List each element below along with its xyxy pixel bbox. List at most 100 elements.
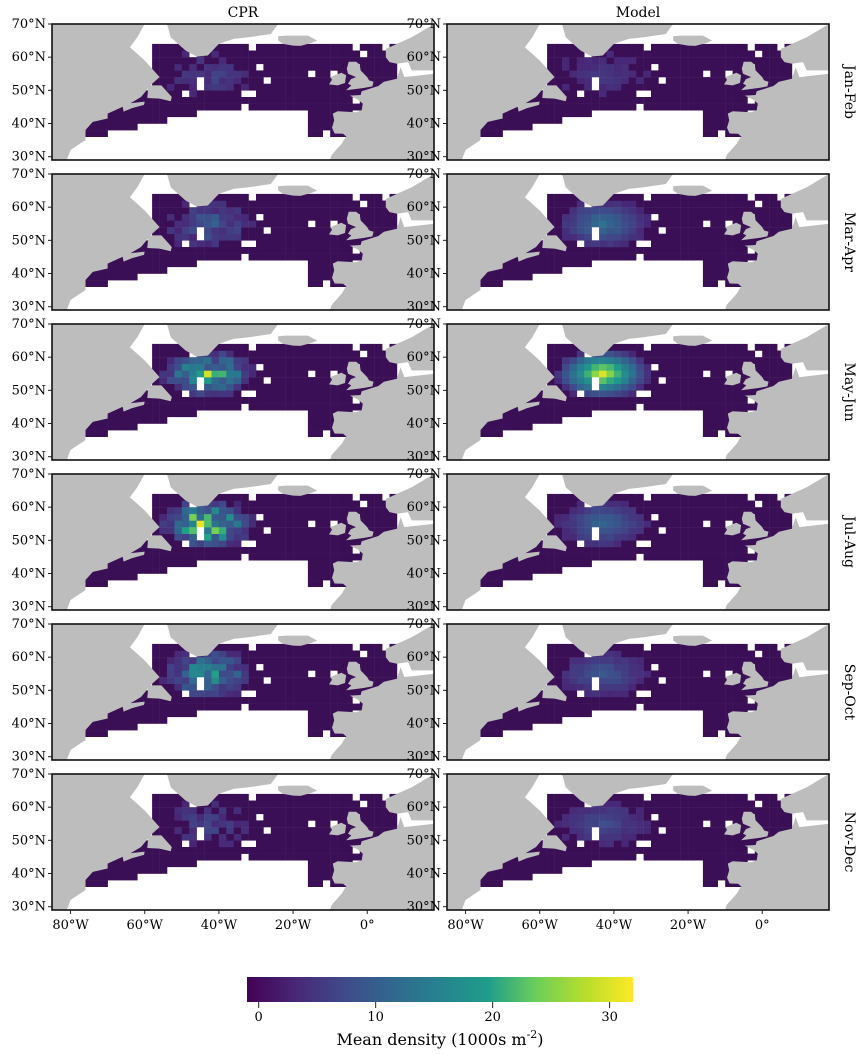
- panel-cpr-sep-oct: 30°N 40°N 50°N 60°N 70°N: [12, 617, 435, 765]
- colorbar: 0 10 20 30 Mean density (1000s m-2): [247, 977, 633, 1049]
- land-mass: [329, 222, 347, 236]
- land-mass: [330, 217, 434, 310]
- lat-tick-label: 50°N: [12, 383, 46, 398]
- lat-tick-label: 60°N: [407, 500, 441, 515]
- row-label-sep-oct: Sep-Oct: [841, 664, 856, 721]
- land-mass: [517, 701, 540, 712]
- land-mass: [780, 174, 829, 221]
- land-mass: [52, 324, 160, 460]
- land-mass: [673, 635, 713, 646]
- land-mass: [385, 174, 434, 221]
- land-mass: [517, 401, 540, 412]
- lat-tick-label: 70°N: [12, 467, 46, 482]
- land-mass: [346, 661, 374, 691]
- lat-tick-label: 40°N: [407, 117, 441, 132]
- lat-tick-label: 60°N: [407, 650, 441, 665]
- lat-tick-label: 40°N: [12, 717, 46, 732]
- longitude-axis: 80°W 60°W 40°W 20°W 0° 80°W 60°W 40°W 20°W 0°: [52, 910, 770, 933]
- land-mass: [741, 211, 769, 241]
- land-mass: [52, 174, 160, 310]
- lat-tick-label: 60°N: [12, 200, 46, 215]
- lat-tick-label: 30°N: [12, 600, 46, 615]
- land-mass: [52, 624, 160, 760]
- land-mass: [52, 174, 115, 194]
- land-mass: [329, 672, 347, 686]
- land-mass: [517, 101, 540, 112]
- row-label-jan-feb: Jan-Feb: [841, 63, 856, 119]
- land-mass: [447, 774, 510, 794]
- land-mass: [725, 817, 829, 910]
- land-mass: [724, 672, 742, 686]
- land-mass: [542, 235, 567, 252]
- lat-tick-label: 70°N: [407, 617, 441, 632]
- land-mass: [780, 324, 829, 371]
- land-mass: [147, 835, 172, 852]
- land-mass: [167, 774, 279, 807]
- land-mass: [447, 324, 510, 344]
- lat-tick-label: 60°N: [12, 350, 46, 365]
- land-mass: [447, 624, 555, 760]
- lat-tick-label: 30°N: [407, 450, 441, 465]
- land-mass: [385, 624, 434, 671]
- land-mass: [52, 474, 115, 494]
- land-mass: [517, 851, 540, 862]
- land-mass: [147, 535, 172, 552]
- column-title-model: Model: [616, 5, 661, 21]
- land-mass: [780, 624, 829, 671]
- land-mass: [278, 785, 318, 796]
- lon-tick-label: 60°W: [127, 918, 164, 933]
- land-mass: [562, 474, 674, 507]
- land-mass: [329, 72, 347, 86]
- land-mass: [167, 624, 279, 657]
- land-mass: [542, 835, 567, 852]
- lon-tick-label: 20°W: [275, 918, 312, 933]
- lat-tick-label: 50°N: [407, 833, 441, 848]
- land-mass: [725, 217, 829, 310]
- lat-tick-label: 70°N: [12, 317, 46, 332]
- panel-frame: [51, 23, 435, 161]
- land-mass: [330, 817, 434, 910]
- land-mass: [447, 624, 510, 644]
- land-mass: [346, 61, 374, 91]
- land-mass: [724, 372, 742, 386]
- land-mass: [385, 324, 434, 371]
- colorbar-tick-label: 20: [484, 1010, 501, 1025]
- land-mass: [147, 85, 172, 102]
- lat-tick-label: 50°N: [12, 533, 46, 548]
- land-mass: [741, 661, 769, 691]
- land-mass: [122, 401, 145, 412]
- panel-model-jan-feb: 30°N 40°N 50°N 60°N 70°N: [407, 17, 830, 165]
- panel-frame: [446, 173, 830, 311]
- land-mass: [330, 667, 434, 760]
- row-label-may-jun: May-Jun: [841, 363, 856, 422]
- land-mass: [673, 785, 713, 796]
- land-mass: [278, 335, 318, 346]
- lat-tick-label: 30°N: [12, 450, 46, 465]
- land-mass: [741, 361, 769, 391]
- land-mass: [52, 624, 115, 644]
- land-mass: [447, 24, 555, 160]
- land-mass: [447, 474, 510, 494]
- land-mass: [725, 367, 829, 460]
- lat-tick-label: 50°N: [12, 683, 46, 698]
- land-mass: [122, 101, 145, 112]
- land-mass: [330, 517, 434, 610]
- row-label-jul-aug: Jul-Aug: [841, 514, 856, 568]
- lon-tick-label: 0°: [360, 918, 375, 933]
- land-mass: [562, 24, 674, 57]
- land-mass: [385, 24, 434, 71]
- land-mass: [330, 67, 434, 160]
- lat-tick-label: 50°N: [12, 233, 46, 248]
- lon-tick-label: 0°: [755, 918, 770, 933]
- land-mass: [780, 24, 829, 71]
- land-mass: [724, 822, 742, 836]
- land-mass: [447, 24, 510, 44]
- colorbar-tick-label: 30: [601, 1010, 618, 1025]
- panel-frame: [446, 323, 830, 461]
- lat-tick-label: 70°N: [12, 767, 46, 782]
- panel-cpr-mar-apr: 30°N 40°N 50°N 60°N 70°N: [12, 167, 435, 315]
- land-mass: [447, 774, 555, 910]
- land-mass: [780, 774, 829, 821]
- lat-tick-label: 60°N: [407, 800, 441, 815]
- panel-frame: [51, 473, 435, 611]
